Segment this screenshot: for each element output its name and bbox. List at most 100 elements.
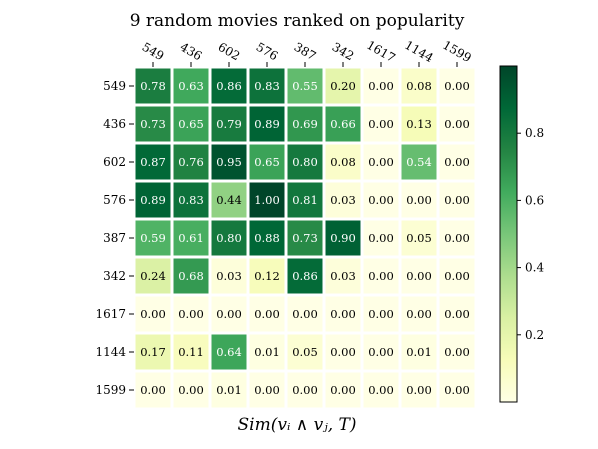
cell-value-label: 0.63 [178,79,204,93]
cell-value-label: 0.00 [368,345,394,359]
heatmap-cell [287,182,323,218]
cell-value-label: 0.13 [406,117,432,131]
heatmap-cells: 0.78 0.63 0.86 0.83 0.55 0.20 0.00 0.08 0.00 0.73… [135,68,475,408]
heatmap-cell [173,296,209,332]
heatmap-cell [363,334,399,370]
cell-value-label: 0.20 [330,79,356,93]
heatmap-cell [173,68,209,104]
heatmap-cell [173,258,209,294]
heatmap-cell [363,68,399,104]
x-tick-label: 549 [140,40,167,64]
cell-value-label: 0.00 [444,117,470,131]
cell-value-label: 0.00 [406,383,432,397]
cell-value-label: 0.89 [140,193,166,207]
heatmap-cell [439,220,475,256]
cell-value-label: 0.00 [368,383,394,397]
y-tick-label: 1599 [95,383,126,397]
heatmap-cell [439,144,475,180]
heatmap-cell [249,68,285,104]
cell-value-label: 0.64 [216,345,242,359]
heatmap-cell [211,334,247,370]
heatmap-cell [211,144,247,180]
cell-value-label: 0.00 [254,307,280,321]
heatmap-cell [401,182,437,218]
cell-value-label: 0.59 [140,231,166,245]
heatmap-cell [211,106,247,142]
heatmap-cell [135,220,171,256]
heatmap-cell [401,106,437,142]
heatmap-cell [287,258,323,294]
cell-value-label: 0.87 [140,155,166,169]
cell-value-label: 0.00 [368,307,394,321]
cell-value-label: 0.08 [406,79,432,93]
cell-value-label: 0.00 [368,117,394,131]
cell-value-label: 0.24 [140,269,166,283]
y-tick-label: 436 [103,117,126,131]
heatmap-cell [401,144,437,180]
heatmap-cell [135,68,171,104]
cell-value-label: 0.73 [292,231,318,245]
heatmap-cell [287,106,323,142]
heatmap-cell [211,182,247,218]
cell-value-label: 0.00 [140,383,166,397]
cell-value-label: 0.11 [178,345,204,359]
heatmap-cell [363,182,399,218]
x-tick-label: 1144 [402,38,436,66]
heatmap-cell [439,334,475,370]
cell-value-label: 0.00 [178,383,204,397]
heatmap-cell [325,182,361,218]
cell-value-label: 0.00 [444,79,470,93]
heatmap-cell [249,372,285,408]
heatmap-cell [401,220,437,256]
cell-value-label: 0.01 [406,345,432,359]
cell-value-label: 0.01 [254,345,280,359]
colorbar: 0.2 0.4 0.6 0.8 [499,65,544,403]
colorbar-tick-label: 0.2 [525,328,544,342]
cell-value-label: 0.00 [292,383,318,397]
heatmap-cell [211,296,247,332]
cell-value-label: 0.00 [368,231,394,245]
cell-value-label: 0.00 [368,193,394,207]
cell-value-label: 0.00 [140,307,166,321]
heatmap-cell [249,258,285,294]
cell-value-label: 0.65 [178,117,204,131]
heatmap-cell [173,220,209,256]
cell-value-label: 0.03 [330,193,356,207]
cell-value-label: 0.00 [330,307,356,321]
cell-value-label: 0.00 [178,307,204,321]
heatmap-cell [325,68,361,104]
colorbar-bar [499,65,518,403]
cell-value-label: 0.00 [406,269,432,283]
heatmap-cell [135,182,171,218]
cell-value-label: 0.00 [444,307,470,321]
cell-value-label: 0.00 [406,193,432,207]
cell-value-label: 0.83 [178,193,204,207]
cell-value-label: 0.80 [216,231,242,245]
cell-value-label: 0.76 [178,155,204,169]
x-tick-label: 436 [178,40,205,64]
cell-value-label: 0.80 [292,155,318,169]
heatmap-cell [325,258,361,294]
cell-value-label: 0.73 [140,117,166,131]
heatmap-cell [325,296,361,332]
cell-value-label: 0.00 [330,345,356,359]
x-tick-label: 1617 [364,38,397,65]
heatmap-cell [173,372,209,408]
cell-value-label: 0.88 [254,231,280,245]
cell-value-label: 0.54 [406,155,432,169]
heatmap-cell [173,182,209,218]
cell-value-label: 0.00 [330,383,356,397]
heatmap-cell [363,296,399,332]
y-tick-label: 342 [103,269,126,283]
heatmap-cell [363,258,399,294]
x-axis-label-text: Sim(vᵢ ∧ vⱼ, T) [238,415,357,435]
heatmap-cell [135,372,171,408]
x-tick-label: 342 [330,40,357,64]
heatmap-cell [439,106,475,142]
heatmap-cell [363,144,399,180]
heatmap-cell [249,334,285,370]
heatmap-cell [325,334,361,370]
cell-value-label: 0.00 [444,345,470,359]
cell-value-label: 0.00 [444,269,470,283]
cell-value-label: 0.01 [216,383,242,397]
